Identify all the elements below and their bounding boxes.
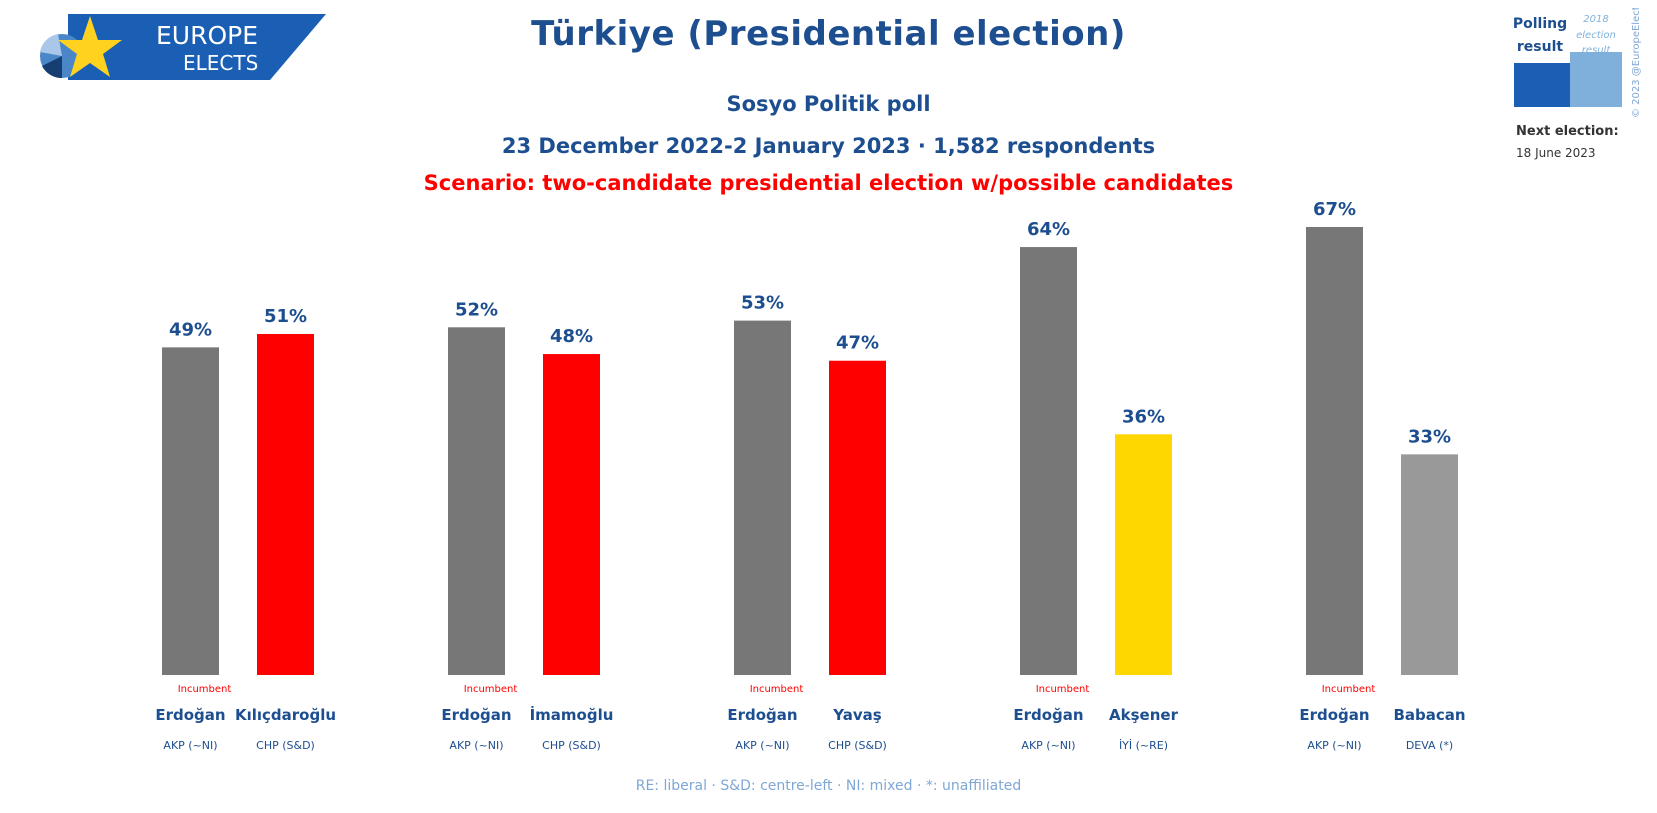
- scenario-label: Scenario: two-candidate presidential ele…: [423, 171, 1234, 195]
- data-label-0-1: 51%: [264, 306, 307, 327]
- candidate-name-3-0: Erdoğan: [1013, 706, 1083, 724]
- data-label-4-1: 33%: [1408, 426, 1451, 447]
- bar-1-1: [543, 354, 600, 675]
- logo-text-elects: ELECTS: [183, 51, 258, 75]
- legend-polling-swatch: [1514, 63, 1570, 107]
- bar-1-0: [448, 327, 505, 675]
- candidate-party-1-1: CHP (S&D): [542, 739, 601, 752]
- europe-elects-logo: EUROPE ELECTS: [28, 14, 328, 80]
- candidate-name-2-0: Erdoğan: [727, 706, 797, 724]
- copyright-label: © 2023 @EuropeElects: [1631, 8, 1642, 118]
- candidate-name-3-1: Akşener: [1109, 706, 1179, 724]
- data-label-1-1: 48%: [550, 326, 593, 347]
- candidate-party-1-0: AKP (~NI): [449, 739, 503, 752]
- chart-title: Türkiye (Presidential election): [531, 14, 1126, 54]
- legend: Polling result 2018 election result © 20…: [1500, 1, 1657, 168]
- candidate-party-2-0: AKP (~NI): [735, 739, 789, 752]
- data-label-1-0: 52%: [455, 299, 498, 320]
- bar-4-1: [1401, 454, 1458, 675]
- candidate-name-0-0: Erdoğan: [155, 706, 225, 724]
- bar-4-0: [1306, 227, 1363, 675]
- next-election-date: 18 June 2023: [1516, 146, 1596, 160]
- incumbent-label-3: Incumbent: [1036, 684, 1090, 695]
- legend-election-label-3: result: [1582, 45, 1612, 56]
- data-label-2-0: 53%: [741, 293, 784, 314]
- bar-3-1: [1115, 434, 1172, 675]
- candidate-party-0-1: CHP (S&D): [256, 739, 315, 752]
- bar-chart: 49% Incumbent Erdoğan AKP (~NI) 51% Kılıçdaro…: [155, 199, 1465, 752]
- data-label-3-0: 64%: [1027, 219, 1070, 240]
- legend-election-label-1: 2018: [1583, 14, 1608, 25]
- candidate-party-4-0: AKP (~NI): [1307, 739, 1361, 752]
- logo-text-europe: EUROPE: [156, 21, 258, 50]
- candidate-name-4-1: Babacan: [1393, 706, 1465, 724]
- incumbent-label-0: Incumbent: [178, 684, 232, 695]
- incumbent-label-4: Incumbent: [1322, 684, 1376, 695]
- candidate-name-4-0: Erdoğan: [1299, 706, 1369, 724]
- candidate-party-0-0: AKP (~NI): [163, 739, 217, 752]
- data-label-0-0: 49%: [169, 319, 212, 340]
- bar-0-1: [257, 333, 314, 675]
- legend-election-swatch: [1570, 52, 1622, 107]
- candidate-party-4-1: DEVA (*): [1406, 739, 1453, 752]
- bar-2-1: [829, 360, 886, 675]
- candidate-name-1-1: İmamoğlu: [530, 705, 614, 724]
- bar-3-0: [1020, 247, 1077, 675]
- fieldwork-label: 23 December 2022-2 January 2023 · 1,582 …: [501, 134, 1156, 158]
- pollster-label: Sosyo Politik poll: [726, 92, 931, 116]
- candidate-party-3-1: İYİ (~RE): [1119, 739, 1168, 752]
- data-label-4-0: 67%: [1313, 199, 1356, 220]
- logo-banner: [68, 14, 326, 80]
- legend-polling-label-1: Polling: [1513, 16, 1567, 32]
- incumbent-label-1: Incumbent: [464, 684, 518, 695]
- bar-2-0: [734, 320, 791, 675]
- logo-star-icon: [58, 16, 122, 77]
- legend-polling-label-2: result: [1517, 39, 1563, 55]
- candidate-name-0-1: Kılıçdaroğlu: [235, 706, 336, 724]
- legend-election-label-2: election: [1576, 30, 1616, 41]
- data-label-3-1: 36%: [1122, 406, 1165, 427]
- candidate-name-1-0: Erdoğan: [441, 706, 511, 724]
- candidate-name-2-1: Yavaş: [832, 706, 882, 724]
- data-label-2-1: 47%: [836, 333, 879, 354]
- footnote: RE: liberal · S&D: centre-left · NI: mix…: [635, 778, 1022, 794]
- bar-0-0: [162, 347, 219, 675]
- incumbent-label-2: Incumbent: [750, 684, 804, 695]
- next-election-label: Next election:: [1516, 124, 1619, 139]
- candidate-party-2-1: CHP (S&D): [828, 739, 887, 752]
- candidate-party-3-0: AKP (~NI): [1021, 739, 1075, 752]
